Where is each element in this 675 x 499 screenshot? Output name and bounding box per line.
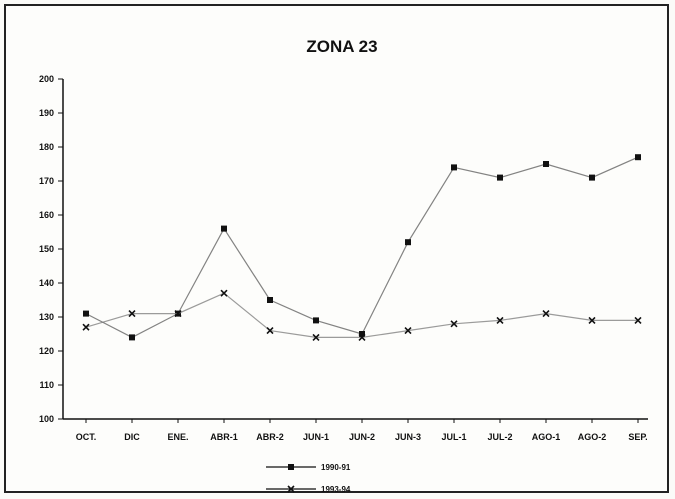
x-tick-label: SEP. [628,432,647,442]
x-ticks: OCT. DIC ENE. ABR-1 ABR-2 JUN-1 JUN-2 JUN-3 JUL-… [76,419,648,442]
y-tick-label: 160 [39,210,54,220]
data-point-x [404,327,412,335]
data-point-square [129,334,135,341]
data-point-x [82,323,90,331]
data-point-x [174,310,182,318]
data-point-x [450,320,458,328]
series-line-1 [85,292,638,338]
legend-marker-x [287,485,295,493]
data-point-square [589,174,595,181]
y-tick-label: 130 [39,312,54,322]
chart-title: ZONA 23 [306,37,377,56]
y-tick-label: 100 [39,414,54,424]
x-tick-label: OCT. [76,432,97,442]
data-point-x [220,289,228,297]
data-point-square [543,161,549,167]
x-tick-label: ABR-2 [256,432,284,442]
data-point-x [496,316,504,324]
data-point-square [497,174,503,181]
data-point-square [313,317,319,324]
data-point-x [588,316,596,324]
legend-label: 1993-94 [321,485,351,494]
x-tick-label: JUN-1 [303,432,329,442]
data-point-square [451,164,457,171]
series-layer [82,154,642,341]
data-point-x [358,333,366,341]
data-point-x [634,316,642,324]
x-tick-label: AGO-2 [578,432,607,442]
data-point-square [221,225,227,232]
data-point-square [635,154,641,161]
x-tick-label: DIC [124,432,140,442]
x-tick-label: JUL-1 [441,432,466,442]
x-tick-label: AGO-1 [532,432,561,442]
y-tick-label: 180 [39,142,54,152]
data-point-square [267,297,273,303]
series-line-0 [85,156,639,339]
data-point-square [405,239,411,246]
x-tick-label: JUL-2 [487,432,512,442]
y-tick-label: 190 [39,108,54,118]
legend-label: 1990-91 [321,463,351,472]
y-tick-label: 120 [39,346,54,356]
x-tick-label: JUN-2 [349,432,375,442]
y-tick-label: 110 [39,380,54,390]
x-tick-label: JUN-3 [395,432,421,442]
data-point-x [128,310,136,318]
y-tick-label: 200 [39,74,54,84]
y-tick-label: 170 [39,176,54,186]
data-point-x [542,310,550,318]
data-point-x [312,333,320,341]
data-point-square [83,310,89,317]
x-tick-label: ENE. [167,432,188,442]
y-tick-label: 150 [39,244,54,254]
data-point-x [266,327,274,335]
x-tick-label: ABR-1 [210,432,238,442]
y-ticks: 100 110 120 130 140 150 160 170 180 190 200 [39,74,63,424]
legend: 1990-91 1993-94 [266,463,351,494]
legend-marker-square [288,464,294,470]
data-point-square [359,331,365,337]
chart-frame [4,4,669,493]
y-tick-label: 140 [39,278,54,288]
